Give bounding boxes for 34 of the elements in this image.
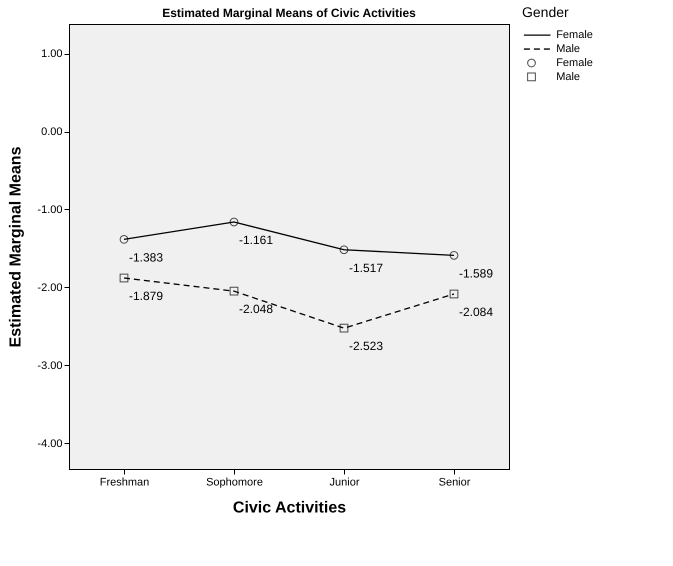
x-tick-label: Sophomore [206, 476, 263, 488]
legend-label: Male [556, 70, 580, 83]
y-axis-title: Estimated Marginal Means [7, 146, 24, 348]
x-tick-label: Senior [438, 476, 471, 488]
y-tick-label: 0.00 [41, 126, 62, 138]
data-label: -1.589 [458, 266, 494, 280]
text: Male [556, 43, 580, 56]
x-tick-label: Junior [330, 476, 360, 488]
point [120, 274, 128, 282]
y-tick-label: -2.00 [37, 282, 62, 294]
y-tick-label: -1.00 [37, 204, 62, 216]
point [340, 245, 348, 254]
legend-title: Gender [522, 4, 570, 20]
point [450, 251, 458, 260]
text: Female [556, 29, 593, 42]
data-label: -1.879 [128, 288, 164, 303]
y-tick-label: -3.00 [37, 360, 62, 372]
point [340, 324, 348, 333]
data-label: -1.517 [348, 260, 384, 275]
data-label: -2.523 [348, 339, 384, 354]
point [230, 286, 238, 296]
data-label: -1.161 [238, 233, 274, 248]
point [230, 218, 238, 226]
data-label: -2.048 [238, 302, 274, 316]
data-label: -1.383 [128, 250, 164, 264]
chart-title: Estimated Marginal Means of Civic Activities [162, 6, 416, 20]
y-tick-label: 1.00 [41, 48, 62, 60]
data-label: -2.084 [458, 304, 494, 319]
point [450, 290, 458, 298]
point [120, 234, 128, 244]
y-tick-label: -4.00 [37, 438, 62, 450]
legend-label: Female [556, 56, 593, 69]
x-tick-label: Freshman [100, 476, 150, 488]
x-axis-title: Civic Activities [232, 500, 346, 516]
